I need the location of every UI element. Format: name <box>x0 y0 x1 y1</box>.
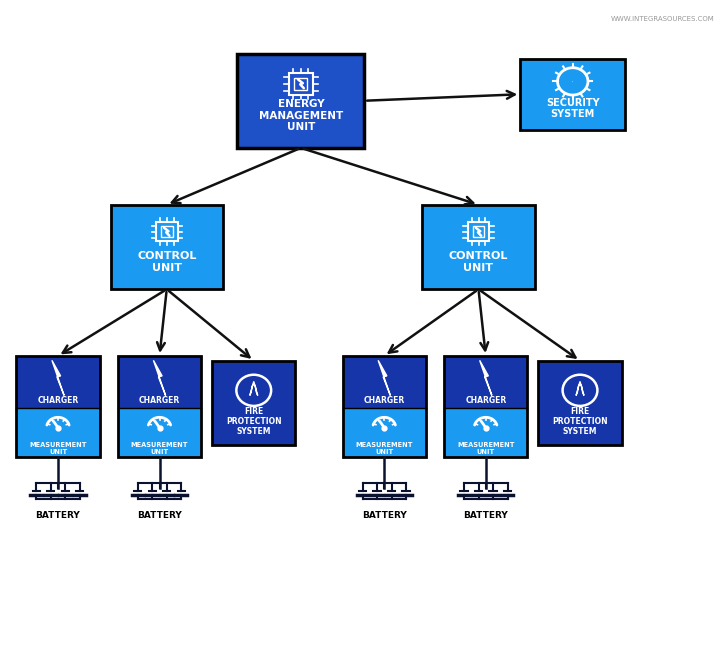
Bar <box>117 356 201 456</box>
Polygon shape <box>52 360 64 395</box>
Bar <box>342 356 426 408</box>
Text: CHARGER: CHARGER <box>364 396 405 405</box>
Bar <box>538 361 621 445</box>
Bar <box>117 356 201 408</box>
Bar <box>342 356 426 456</box>
Text: BATTERY: BATTERY <box>137 511 182 519</box>
Text: FIRE
PROTECTION
SYSTEM: FIRE PROTECTION SYSTEM <box>226 407 281 437</box>
Bar <box>289 73 312 94</box>
Bar <box>473 226 484 237</box>
Bar <box>117 408 201 456</box>
Bar <box>161 226 173 237</box>
Bar <box>422 205 534 289</box>
Bar <box>16 356 100 456</box>
Bar <box>468 222 489 241</box>
Bar <box>342 408 426 456</box>
Text: WWW.INTEGRASOURCES.COM: WWW.INTEGRASOURCES.COM <box>610 16 714 22</box>
Text: FIRE
PROTECTION
SYSTEM: FIRE PROTECTION SYSTEM <box>552 407 608 437</box>
Bar <box>444 356 527 456</box>
Polygon shape <box>250 382 257 395</box>
Text: CHARGER: CHARGER <box>139 396 180 405</box>
Text: SECURITY
SYSTEM: SECURITY SYSTEM <box>546 98 600 120</box>
Bar <box>110 205 223 289</box>
Text: MEASUREMENT
UNIT: MEASUREMENT UNIT <box>29 442 87 455</box>
Bar <box>237 54 364 148</box>
Bar <box>16 408 100 456</box>
Text: $: $ <box>572 81 573 82</box>
Text: CHARGER: CHARGER <box>38 396 78 405</box>
Text: CONTROL
UNIT: CONTROL UNIT <box>449 252 508 273</box>
Polygon shape <box>576 382 584 395</box>
Bar <box>212 361 296 445</box>
Text: BATTERY: BATTERY <box>36 511 80 519</box>
Bar <box>444 356 527 408</box>
Text: CHARGER: CHARGER <box>465 396 506 405</box>
Bar <box>444 408 527 456</box>
Polygon shape <box>154 360 165 395</box>
Text: BATTERY: BATTERY <box>463 511 508 519</box>
Text: MEASUREMENT
UNIT: MEASUREMENT UNIT <box>457 442 515 455</box>
Bar <box>156 222 178 241</box>
Text: BATTERY: BATTERY <box>362 511 407 519</box>
Bar <box>16 356 100 408</box>
Text: MEASUREMENT
UNIT: MEASUREMENT UNIT <box>130 442 188 455</box>
Text: MEASUREMENT
UNIT: MEASUREMENT UNIT <box>355 442 413 455</box>
Polygon shape <box>378 360 390 395</box>
Text: ENERGY
MANAGEMENT
UNIT: ENERGY MANAGEMENT UNIT <box>259 99 343 133</box>
Bar <box>294 78 307 90</box>
Polygon shape <box>480 360 492 395</box>
Text: CONTROL
UNIT: CONTROL UNIT <box>137 252 196 273</box>
Bar <box>520 58 625 130</box>
